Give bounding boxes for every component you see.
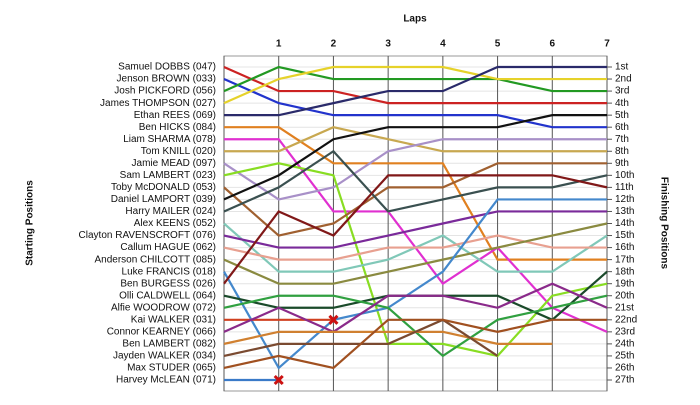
driver-line bbox=[224, 126, 607, 261]
finishing-position-label: 13th bbox=[615, 206, 634, 217]
x-tick-label: 3 bbox=[385, 39, 391, 50]
finishing-position-label: 20th bbox=[615, 290, 634, 301]
finishing-position-label: 16th bbox=[615, 242, 634, 253]
starting-driver-label: Josh PICKFORD (056) bbox=[114, 86, 216, 97]
starting-driver-label: Callum HAGUE (062) bbox=[120, 242, 216, 253]
finishing-position-label: 10th bbox=[615, 170, 634, 181]
finishing-position-label: 2nd bbox=[615, 74, 632, 85]
starting-driver-label: Ben LAMBERT (082) bbox=[122, 339, 216, 350]
starting-driver-label: Alex KEENS (052) bbox=[134, 218, 216, 229]
finishing-position-label: 21st bbox=[615, 302, 634, 313]
finishing-position-label: 24th bbox=[615, 339, 634, 350]
driver-line bbox=[223, 138, 607, 201]
finishing-position-label: 14th bbox=[615, 218, 634, 229]
starting-driver-label: Harvey McLEAN (071) bbox=[116, 375, 216, 386]
starting-driver-label: Max STUDER (065) bbox=[127, 363, 216, 374]
starting-driver-label: Alfie WOODROW (072) bbox=[111, 302, 216, 313]
starting-driver-label: Kai WALKER (031) bbox=[131, 314, 216, 325]
y2-axis-label: Finishing Positions bbox=[658, 177, 669, 270]
starting-driver-label: Jenson BROWN (033) bbox=[117, 74, 216, 85]
driver-line bbox=[223, 65, 607, 105]
starting-driver-label: Liam SHARMA (078) bbox=[123, 134, 216, 145]
starting-driver-label: Samuel DOBBS (047) bbox=[118, 62, 216, 73]
driver-line bbox=[223, 282, 608, 334]
starting-driver-label: Jayden WALKER (034) bbox=[113, 351, 216, 362]
driver-line bbox=[223, 318, 607, 370]
finishing-position-label: 3rd bbox=[615, 86, 629, 97]
driver-line bbox=[223, 210, 607, 249]
x-tick-label: 7 bbox=[604, 39, 610, 50]
finishing-position-label: 7th bbox=[615, 134, 629, 145]
starting-driver-label: Connor KEARNEY (066) bbox=[107, 326, 216, 337]
driver-line bbox=[223, 114, 607, 201]
starting-driver-label: Tom KNILL (020) bbox=[141, 146, 216, 157]
starting-driver-label: Clayton RAVENSCROFT (076) bbox=[79, 230, 216, 241]
driver-line bbox=[223, 162, 607, 237]
finishing-position-label: 5th bbox=[615, 110, 629, 121]
finishing-position-label: 12th bbox=[615, 194, 634, 205]
x-tick-label: 4 bbox=[440, 39, 446, 50]
finishing-position-label: 23rd bbox=[615, 326, 635, 337]
starting-driver-label: Toby McDONALD (053) bbox=[111, 182, 216, 193]
starting-driver-label: Sam LAMBERT (023) bbox=[120, 170, 216, 181]
finishing-position-label: 9th bbox=[615, 158, 629, 169]
starting-driver-label: Daniel LAMPORT (039) bbox=[111, 194, 216, 205]
finishing-position-label: 11th bbox=[615, 182, 634, 193]
starting-driver-label: Anderson CHILCOTT (085) bbox=[94, 254, 216, 265]
starting-driver-label: Luke FRANCIS (018) bbox=[122, 266, 216, 277]
driver-line bbox=[224, 65, 607, 117]
starting-driver-label: James THOMPSON (027) bbox=[100, 98, 216, 109]
finishing-position-label: 1st bbox=[615, 62, 629, 73]
retired-cross bbox=[273, 374, 284, 386]
finishing-position-label: 4th bbox=[615, 98, 629, 109]
x-tick-label: 6 bbox=[550, 39, 556, 50]
finishing-position-label: 6th bbox=[615, 122, 629, 133]
driver-line bbox=[223, 65, 607, 105]
finishing-position-label: 27th bbox=[615, 375, 634, 386]
driver-line bbox=[223, 174, 608, 285]
starting-driver-label: Jamie MEAD (097) bbox=[132, 158, 216, 169]
driver-line bbox=[223, 222, 608, 285]
finishing-position-label: 22nd bbox=[615, 314, 637, 325]
finishing-position-label: 19th bbox=[615, 278, 634, 289]
driver-line bbox=[223, 234, 607, 261]
driver-line bbox=[223, 330, 553, 345]
x-tick-label: 2 bbox=[331, 39, 337, 50]
finishing-position-label: 8th bbox=[615, 146, 629, 157]
finishing-position-label: 25th bbox=[615, 351, 634, 362]
x-axis-label: Laps bbox=[403, 14, 427, 25]
y-axis-label: Starting Positions bbox=[25, 180, 36, 266]
starting-driver-label: Harry MAILER (024) bbox=[125, 206, 216, 217]
retired-cross bbox=[328, 314, 339, 325]
retired-marker bbox=[328, 314, 339, 325]
starting-driver-label: Ben BURGESS (026) bbox=[120, 278, 216, 289]
starting-driver-label: Ben HICKS (084) bbox=[139, 122, 216, 133]
finishing-position-label: 18th bbox=[615, 266, 634, 277]
starting-driver-label: Ethan REES (069) bbox=[134, 110, 216, 121]
x-tick-label: 5 bbox=[495, 39, 501, 50]
driver-line bbox=[223, 78, 607, 129]
finishing-position-label: 17th bbox=[615, 254, 634, 265]
driver-line bbox=[223, 65, 607, 93]
driver-line bbox=[223, 149, 608, 213]
driver-line bbox=[223, 198, 607, 370]
x-tick-label: 1 bbox=[276, 39, 282, 50]
finishing-position-label: 15th bbox=[615, 230, 634, 241]
finishing-position-label: 26th bbox=[615, 363, 634, 374]
driver-line bbox=[223, 162, 608, 358]
retired-marker bbox=[273, 374, 284, 386]
starting-driver-label: Olli CALDWELL (064) bbox=[119, 290, 216, 301]
